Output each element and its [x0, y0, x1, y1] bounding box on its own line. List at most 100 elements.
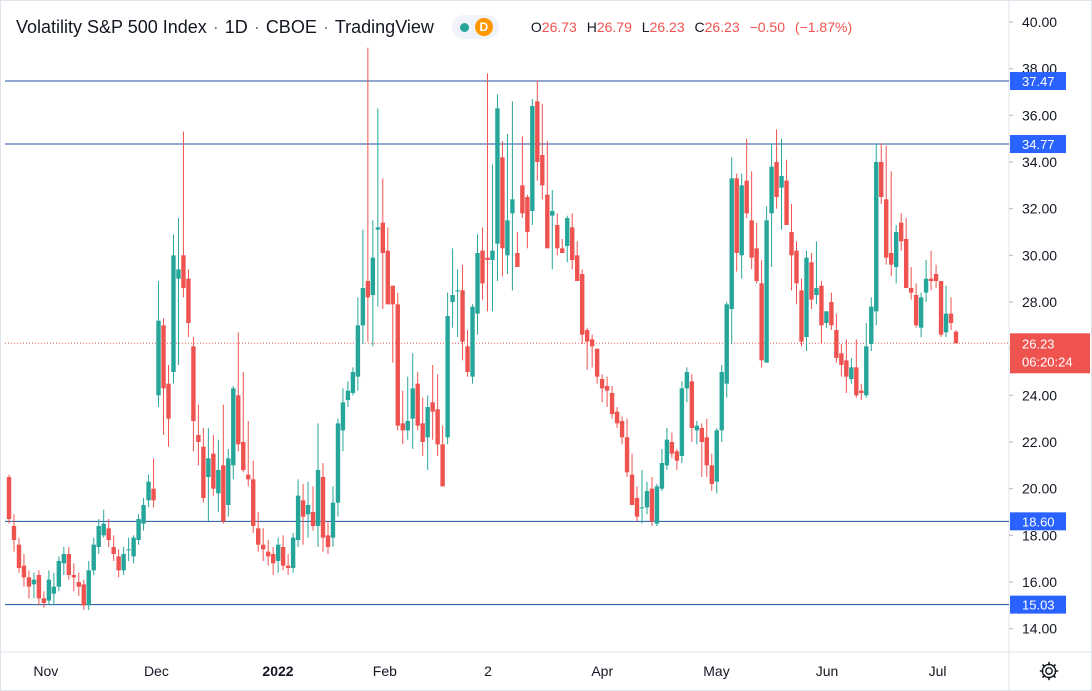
- y-axis-ticks: 14.0016.0018.0020.0022.0024.0026.0028.00…: [1009, 14, 1057, 637]
- last-price-tag: 26.23 06:20:24: [1010, 333, 1090, 374]
- candle: [784, 159, 789, 225]
- candle-body: [81, 584, 86, 606]
- candle: [86, 561, 91, 610]
- candle: [146, 474, 151, 508]
- candle-body: [340, 402, 346, 431]
- candle-body: [131, 537, 136, 557]
- candle: [325, 521, 331, 554]
- candle: [525, 194, 530, 249]
- level-tag[interactable]: 34.77: [1010, 135, 1066, 154]
- candle: [923, 260, 929, 302]
- candle-body: [669, 442, 675, 454]
- candle: [335, 418, 341, 517]
- candle: [634, 486, 640, 522]
- candle: [495, 94, 500, 281]
- candle: [555, 213, 560, 256]
- candle-body: [201, 446, 206, 498]
- candle: [81, 579, 86, 610]
- candle: [51, 572, 57, 606]
- candle-body: [310, 512, 316, 526]
- candle: [181, 131, 186, 298]
- level-tag[interactable]: 15.03: [1010, 595, 1066, 614]
- candle: [305, 481, 311, 538]
- level-tag-label: 15.03: [1022, 598, 1055, 613]
- candle: [400, 390, 405, 445]
- candle: [859, 383, 864, 400]
- candle-body: [330, 502, 336, 538]
- open-label: O: [530, 19, 542, 35]
- y-tick-label: 16.00: [1022, 574, 1057, 590]
- candle-body: [629, 474, 635, 505]
- candle: [41, 591, 47, 608]
- x-tick-label: Jul: [929, 663, 947, 679]
- y-tick-label: 36.00: [1022, 107, 1057, 123]
- candle: [584, 327, 590, 370]
- candle: [340, 388, 346, 452]
- candle-body: [893, 232, 899, 267]
- candle-body: [579, 274, 585, 335]
- open-value: 26.73: [541, 19, 577, 35]
- candle: [450, 248, 455, 328]
- candle-body: [11, 526, 17, 540]
- candle: [475, 234, 480, 335]
- symbol-name[interactable]: Volatility S&P 500 Index: [16, 16, 207, 37]
- candle: [903, 218, 909, 288]
- candle: [570, 213, 575, 270]
- level-tag-label: 18.60: [1022, 514, 1055, 529]
- candle: [231, 386, 236, 480]
- candle: [425, 395, 430, 470]
- candle: [764, 206, 769, 363]
- candle: [754, 222, 759, 284]
- candle: [589, 334, 595, 368]
- market-status-pill[interactable]: D: [451, 15, 499, 39]
- candle-body: [231, 388, 236, 466]
- interval-label[interactable]: 1D: [224, 16, 248, 37]
- candle: [599, 374, 605, 403]
- candle: [395, 292, 400, 431]
- candle-body: [565, 218, 570, 246]
- candle: [420, 397, 425, 456]
- candle: [310, 486, 316, 531]
- candle: [256, 512, 261, 552]
- candle-body: [221, 465, 226, 522]
- candle-body: [854, 367, 859, 396]
- candle: [236, 332, 241, 452]
- change-percent: (−1.87%): [794, 19, 853, 35]
- y-tick-label: 32.00: [1022, 201, 1057, 217]
- candle-body: [614, 411, 620, 424]
- candle-body: [425, 407, 430, 438]
- candle: [96, 519, 101, 554]
- candle: [226, 449, 231, 517]
- candle-body: [789, 232, 794, 256]
- candle: [535, 80, 540, 181]
- candle: [704, 418, 709, 477]
- gear-icon[interactable]: [1037, 659, 1061, 683]
- candle: [749, 171, 754, 270]
- close-label: C: [694, 19, 705, 35]
- candle: [789, 204, 794, 291]
- separator-dot: ·: [322, 16, 329, 37]
- candle: [684, 367, 690, 403]
- candle: [794, 241, 799, 305]
- candle: [560, 239, 565, 253]
- candle-body: [584, 330, 590, 342]
- candle: [280, 535, 286, 571]
- level-tag[interactable]: 18.60: [1010, 512, 1066, 531]
- candle: [719, 365, 724, 442]
- candle: [953, 330, 959, 344]
- candle-body: [824, 311, 829, 323]
- candle-body: [555, 225, 560, 249]
- candle: [694, 421, 700, 445]
- candle: [221, 404, 226, 524]
- candle-body: [928, 278, 934, 281]
- candle: [540, 103, 545, 200]
- x-tick-label: May: [703, 663, 729, 679]
- level-tag-label: 34.77: [1022, 137, 1055, 152]
- candle-body: [61, 554, 67, 564]
- level-tag[interactable]: 37.47: [1010, 72, 1066, 91]
- candle: [320, 463, 326, 552]
- candle: [864, 323, 869, 398]
- candle: [654, 484, 660, 526]
- candle: [639, 470, 645, 524]
